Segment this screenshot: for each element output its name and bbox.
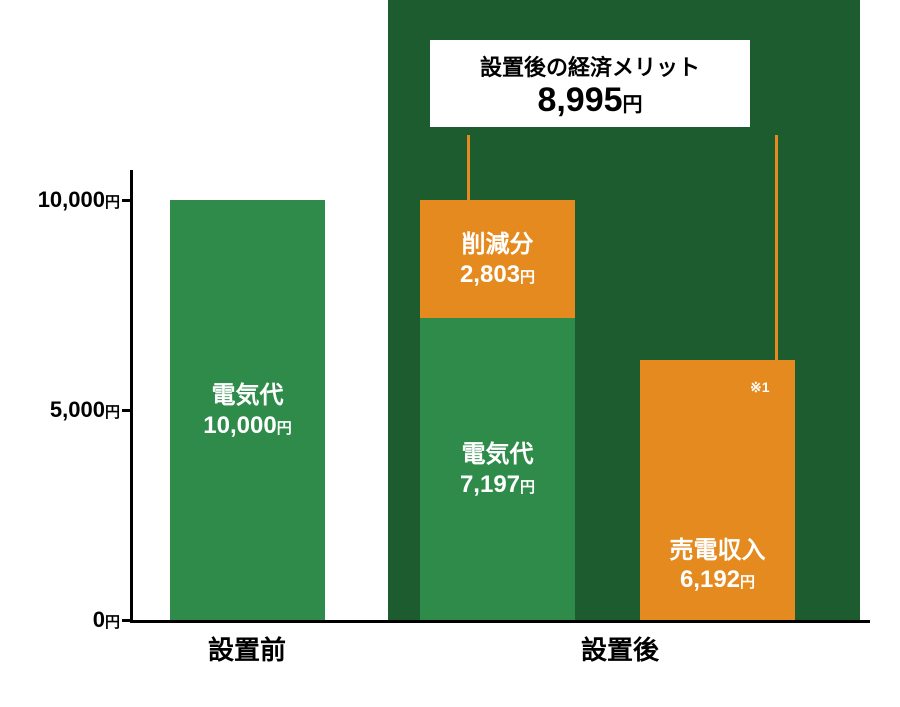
ytick-0-val: 0 <box>93 607 105 632</box>
ytick-10000-unit: 円 <box>105 194 120 211</box>
bar-after-sell-unit: 円 <box>740 574 755 591</box>
bar-after-saving-title: 削減分 <box>420 229 575 260</box>
bar-after-saving: 削減分 2,803円 <box>420 200 575 318</box>
ytick-10000-val: 10,000 <box>38 187 105 212</box>
ytick-mark-0 <box>122 619 130 622</box>
merit-callout-unit: 円 <box>623 94 643 116</box>
ytick-mark-5000 <box>122 409 130 412</box>
connector-right <box>775 135 778 361</box>
connector-left <box>467 135 470 200</box>
bar-before-cost-title: 電気代 <box>170 380 325 411</box>
y-axis <box>130 170 133 623</box>
bar-after-sell-note: ※1 <box>750 379 770 396</box>
bar-after-cost-val: 7,197 <box>460 471 520 498</box>
xtick-before: 設置前 <box>208 630 286 667</box>
bar-after-cost-unit: 円 <box>520 479 535 496</box>
merit-callout: 設置後の経済メリット 8,995円 <box>430 40 750 127</box>
ytick-5000: 5,000円 <box>50 397 120 423</box>
bar-before-cost-val: 10,000 <box>203 412 276 439</box>
bar-after-sell: 売電収入 6,192円 <box>640 360 795 620</box>
xtick-after: 設置後 <box>581 630 659 667</box>
xtick-after-label: 設置後 <box>581 635 659 665</box>
bar-before-cost-unit: 円 <box>277 420 292 437</box>
bar-after-cost-title: 電気代 <box>420 439 575 470</box>
bar-after-sell-title: 売電収入 <box>640 535 795 566</box>
ytick-0: 0円 <box>93 607 120 633</box>
bar-after-cost: 電気代 7,197円 <box>420 318 575 620</box>
bar-after-saving-val: 2,803 <box>460 261 520 288</box>
ytick-10000: 10,000円 <box>38 187 120 213</box>
ytick-5000-val: 5,000 <box>50 397 105 422</box>
bar-after-sell-val: 6,192 <box>680 566 740 593</box>
bar-before-cost: 電気代 10,000円 <box>170 200 325 620</box>
bar-after-saving-unit: 円 <box>520 269 535 286</box>
xtick-before-label: 設置前 <box>208 635 286 665</box>
plot-area: 電気代 10,000円 電気代 7,197円 削減分 2,803円 売電収入 6… <box>130 200 870 620</box>
merit-callout-value: 8,995 <box>537 81 622 119</box>
ytick-5000-unit: 円 <box>105 404 120 421</box>
economic-merit-chart: 10,000円 5,000円 0円 電気代 10,000円 電気代 7,197円… <box>0 0 900 707</box>
ytick-mark-10000 <box>122 199 130 202</box>
ytick-0-unit: 円 <box>105 614 120 631</box>
x-axis <box>130 620 870 623</box>
merit-callout-title: 設置後の経済メリット <box>444 50 736 82</box>
